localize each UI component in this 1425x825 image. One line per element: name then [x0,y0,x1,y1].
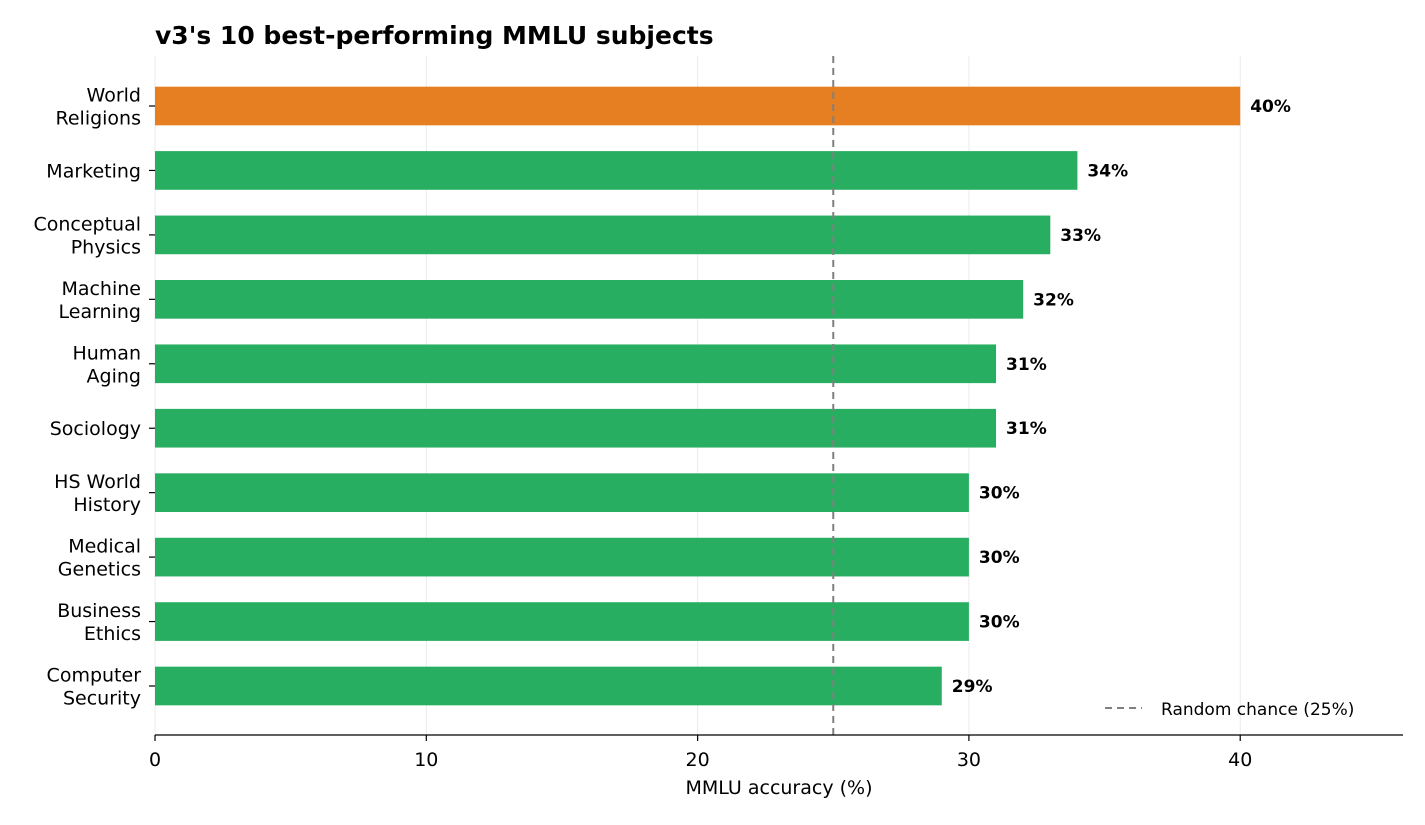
bar-8 [155,602,969,641]
category-label-line: Learning [59,301,142,323]
chart-title: v3's 10 best-performing MMLU subjects [155,21,714,50]
bar-0 [155,86,1241,126]
category-label-0: World Religions [56,85,142,130]
labels: 40% World Religions 34% Marketing 33% Conceptu… [33,85,1290,710]
category-label-line: Business [57,600,141,622]
category-label-line: Medical [68,536,141,558]
category-label-1: Marketing [46,160,141,182]
bar-value-label-1: 34% [1087,161,1128,181]
bar-7 [155,537,969,577]
bar-4 [155,344,997,384]
category-label-line: Genetics [58,559,141,581]
bar-value-label-7: 30% [979,548,1020,568]
bar-6 [155,473,969,512]
category-label-line: Sociology [50,418,141,440]
bar-value-label-4: 31% [1006,355,1047,375]
bar-value-label-5: 31% [1006,419,1047,439]
bar-5 [155,408,997,448]
category-label-line: Religions [56,108,142,130]
category-label-2: Conceptual Physics [33,213,141,258]
category-label-line: Physics [71,236,141,258]
bar-value-label-9: 29% [952,677,993,697]
axes: 0 10 20 30 40 [149,105,1403,771]
category-label-8: Business Ethics [57,600,141,645]
category-label-line: HS World [54,471,141,493]
legend: Random chance (25%) [1105,700,1354,720]
category-label-line: Ethics [84,623,141,645]
category-label-line: Computer [47,665,142,687]
bar-9 [155,666,942,706]
category-label-5: Sociology [50,418,141,440]
bar-3 [155,280,1024,319]
bar-1 [155,151,1078,190]
x-tick-label-40: 40 [1228,749,1252,771]
category-label-line: World [87,85,141,107]
bar-value-label-2: 33% [1060,226,1101,246]
category-label-line: History [73,494,141,516]
category-label-9: Computer Security [47,665,142,710]
category-label-3: Machine Learning [59,278,142,323]
category-label-line: Security [63,688,141,710]
bar-value-label-0: 40% [1250,97,1291,117]
bar-value-label-6: 30% [979,484,1020,504]
category-label-4: Human Aging [72,342,141,387]
bar-value-label-8: 30% [979,613,1020,633]
x-tick-label-0: 0 [149,749,161,771]
legend-label: Random chance (25%) [1161,700,1354,720]
category-label-line: Aging [87,365,141,387]
x-tick-label-30: 30 [957,749,981,771]
category-label-7: Medical Genetics [58,536,141,581]
x-tick-label-10: 10 [414,749,438,771]
bar-2 [155,215,1051,255]
bar-value-label-3: 32% [1033,290,1074,310]
category-label-line: Human [72,342,141,364]
category-label-line: Machine [61,278,141,300]
category-label-line: Conceptual [33,213,141,235]
x-axis-label: MMLU accuracy (%) [685,777,872,799]
category-label-line: Marketing [46,160,141,182]
category-label-6: HS World History [54,471,141,516]
bars [155,86,1241,706]
x-tick-label-20: 20 [686,749,710,771]
